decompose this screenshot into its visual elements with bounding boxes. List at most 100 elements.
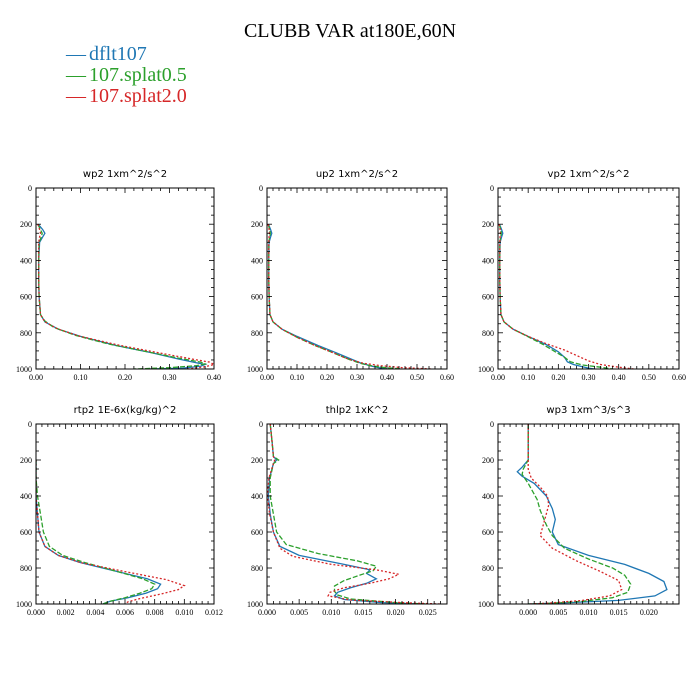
y-tick-label: 0 — [259, 420, 263, 429]
y-tick-label: 200 — [20, 220, 32, 229]
x-tick-label: 0.10 — [521, 373, 535, 382]
panel-title: vp2 1xm^2/s^2 — [548, 169, 630, 180]
x-tick-label: 0.012 — [205, 608, 223, 617]
y-tick-label: 1000 — [247, 365, 263, 374]
legend-label: 107.splat2.0 — [89, 85, 187, 107]
x-tick-label: 0.00 — [491, 373, 505, 382]
y-tick-label: 1000 — [478, 365, 494, 374]
series-line — [498, 224, 613, 369]
x-tick-label: 0.008 — [146, 608, 164, 617]
y-tick-label: 600 — [482, 293, 494, 302]
panel-title: rtp2 1E-6x(kg/kg)^2 — [74, 405, 177, 416]
x-tick-label: 0.005 — [290, 608, 308, 617]
x-tick-label: 0.10 — [290, 373, 304, 382]
y-tick-label: 0 — [490, 420, 494, 429]
series-line — [37, 223, 208, 369]
panel-title: thlp2 1xK^2 — [326, 405, 389, 416]
x-tick-label: 0.006 — [116, 608, 134, 617]
series-line — [521, 424, 632, 604]
series-line — [37, 223, 214, 369]
series-line — [36, 460, 162, 604]
y-tick-label: 400 — [251, 256, 263, 265]
y-tick-label: 400 — [20, 256, 32, 265]
x-tick-label: 0.025 — [419, 608, 437, 617]
x-tick-label: 0.020 — [640, 608, 658, 617]
y-tick-label: 800 — [482, 329, 494, 338]
y-tick-label: 600 — [251, 293, 263, 302]
x-tick-label: 0.40 — [380, 373, 394, 382]
y-tick-label: 800 — [251, 329, 263, 338]
x-tick-label: 0.10 — [74, 373, 88, 382]
x-tick-label: 0.30 — [163, 373, 177, 382]
series-line — [36, 460, 186, 604]
y-tick-label: 200 — [482, 220, 494, 229]
x-tick-label: 0.20 — [320, 373, 334, 382]
y-tick-label: 800 — [251, 564, 263, 573]
series-line — [516, 424, 668, 604]
y-tick-label: 1000 — [16, 600, 32, 609]
y-tick-label: 1000 — [478, 600, 494, 609]
legend-item: —107.splat2.0 — [66, 86, 187, 107]
x-tick-label: 0.002 — [57, 608, 75, 617]
x-tick-label: 0.000 — [519, 608, 537, 617]
x-tick-label: 0.40 — [612, 373, 626, 382]
y-tick-label: 600 — [482, 528, 494, 537]
x-tick-label: 0.00 — [260, 373, 274, 382]
legend-label: dflt107 — [89, 43, 147, 65]
y-tick-label: 400 — [482, 256, 494, 265]
y-tick-label: 0 — [28, 184, 32, 193]
series-line — [37, 223, 208, 369]
y-tick-label: 200 — [20, 456, 32, 465]
x-tick-label: 0.010 — [175, 608, 193, 617]
legend-label: 107.splat0.5 — [89, 64, 187, 86]
legend-item: — dflt107 — [66, 44, 187, 65]
series-line — [267, 224, 433, 369]
y-tick-label: 800 — [482, 564, 494, 573]
x-tick-label: 0.50 — [410, 373, 424, 382]
x-tick-label: 0.30 — [350, 373, 364, 382]
y-tick-label: 600 — [20, 528, 32, 537]
series-line — [267, 424, 422, 604]
series-line — [267, 224, 403, 369]
y-tick-label: 0 — [28, 420, 32, 429]
plot-frame — [497, 187, 680, 370]
plot-frame — [35, 187, 215, 370]
y-tick-label: 800 — [20, 564, 32, 573]
x-tick-label: 0.00 — [29, 373, 43, 382]
panel-title: wp3 1xm^3/s^3 — [546, 405, 630, 416]
x-tick-label: 0.20 — [551, 373, 565, 382]
x-tick-label: 0.010 — [322, 608, 340, 617]
y-tick-label: 0 — [259, 184, 263, 193]
x-tick-label: 0.20 — [118, 373, 132, 382]
plot-frame — [266, 423, 448, 605]
y-tick-label: 200 — [251, 456, 263, 465]
y-tick-label: 400 — [20, 492, 32, 501]
x-tick-label: 0.50 — [642, 373, 656, 382]
chart-panel: rtp2 1E-6x(kg/kg)^2 0 200 400 600 800 1000 0.00… — [16, 405, 223, 617]
legend: — dflt107 —107.splat0.5 —107.splat2.0 — [66, 44, 187, 107]
series-line — [269, 424, 428, 604]
legend-item: —107.splat0.5 — [66, 65, 187, 86]
page-title: CLUBB VAR at180E,60N — [243, 20, 457, 42]
series-line — [267, 223, 388, 369]
y-tick-label: 400 — [482, 492, 494, 501]
y-tick-label: 1000 — [16, 365, 32, 374]
legend-line-icon: — — [66, 64, 86, 86]
plot-frame — [35, 423, 215, 605]
series-line — [498, 224, 634, 369]
y-tick-label: 800 — [20, 329, 32, 338]
legend-line-icon: — — [66, 43, 86, 65]
x-tick-label: 0.005 — [549, 608, 567, 617]
x-tick-label: 0.60 — [672, 373, 686, 382]
x-tick-label: 0.000 — [258, 608, 276, 617]
plot-frame — [497, 423, 680, 605]
x-tick-label: 0.020 — [387, 608, 405, 617]
panel-title: wp2 1xm^2/s^2 — [83, 169, 167, 180]
panel-title: up2 1xm^2/s^2 — [316, 169, 398, 180]
y-tick-label: 1000 — [247, 600, 263, 609]
x-tick-label: 0.010 — [580, 608, 598, 617]
